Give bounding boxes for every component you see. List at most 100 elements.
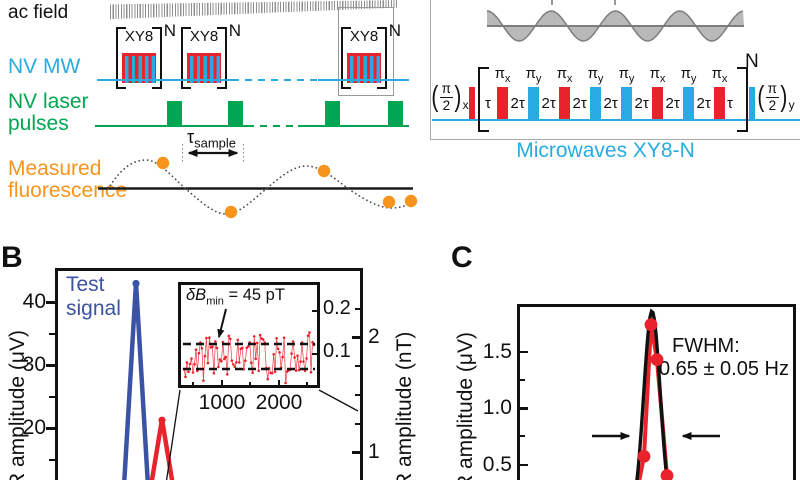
axis-tick	[352, 336, 360, 339]
delay-label: τ	[485, 95, 491, 112]
fluorescence-label: Measured fluorescence	[8, 157, 127, 202]
pi-pulse-label: πx	[649, 65, 666, 85]
noise-point	[309, 371, 313, 374]
delay-label: 2τ	[572, 95, 587, 112]
two: 2	[442, 97, 451, 113]
noise-point	[252, 335, 256, 338]
test-signal-line2: signal	[66, 297, 121, 321]
inset-y-tick-label: 0.2	[323, 297, 351, 319]
axis-tick	[520, 435, 525, 438]
pi-pulse-y	[683, 87, 694, 119]
inset-x-tick-label: 2000	[255, 391, 303, 414]
laser-baseline-dashed	[247, 125, 298, 128]
plot-frame-c	[517, 304, 796, 480]
laser-pulse	[167, 101, 182, 127]
xy8-exponent: N	[228, 21, 241, 40]
fluorescence-sample-dot	[317, 164, 331, 178]
axis-tick	[49, 332, 55, 335]
bracket-right-icon	[152, 27, 162, 89]
inset-x-tick	[278, 380, 280, 385]
pi-pulse-x	[652, 87, 663, 119]
axis-tick	[352, 451, 360, 454]
sequence-bracket-close	[737, 67, 748, 132]
noise-point	[281, 355, 284, 359]
fluorescence-sample-dot	[156, 156, 170, 170]
annotation-value: = 45 pT	[223, 286, 285, 304]
noise-point	[238, 361, 241, 364]
noise-point	[224, 355, 228, 359]
pi-pulse-y	[590, 87, 601, 119]
noise-point	[249, 361, 253, 364]
axis-tick	[355, 422, 360, 425]
mw-pulse-block	[347, 53, 381, 83]
noise-point	[205, 336, 208, 340]
pi-symbol: π	[765, 81, 779, 98]
fwhm-annotation-line2: 0.65 ± 0.05 Hz	[659, 358, 789, 380]
delay-label: 2τ	[665, 95, 680, 112]
xy8-exponent: N	[163, 21, 176, 40]
axis-tick	[520, 463, 528, 467]
nv-laser-label-line1: NV laser	[8, 90, 89, 113]
inset-noise-plot	[182, 308, 316, 385]
noise-point	[235, 361, 238, 364]
mw-baseline	[97, 78, 232, 81]
noise-point	[293, 356, 296, 359]
noise-point	[208, 336, 211, 339]
inset-annotation: δBmin = 45 pT	[186, 286, 285, 307]
sequence-panel-box	[430, 0, 800, 140]
pi-pulse-y	[528, 87, 539, 119]
pi-half-pulse-y	[749, 87, 755, 119]
noise-point	[215, 346, 219, 350]
noise-point	[270, 371, 274, 375]
y-tick-label: 40	[22, 290, 46, 313]
period-bracket-tick	[614, 0, 616, 5]
phase-subscript: y	[788, 98, 795, 112]
sequence-caption: Microwaves XY8-N	[516, 139, 695, 162]
noise-point	[257, 369, 260, 373]
noise-point	[273, 370, 277, 374]
paren: (	[431, 80, 439, 113]
xy8-group-label: XY8	[124, 28, 154, 45]
noise-point	[232, 363, 235, 366]
noise-point	[236, 338, 240, 342]
axis-tick	[520, 350, 528, 354]
y-tick-label: 1.5	[482, 340, 512, 363]
fluorescence-label-line1: Measured	[8, 157, 102, 180]
paren: (	[757, 80, 765, 113]
inset-x-tick	[221, 380, 223, 385]
noise-point	[229, 337, 232, 341]
tau-subscript: sample	[194, 135, 237, 151]
noise-point	[290, 352, 293, 355]
xy8-group-label: XY8	[189, 28, 219, 45]
laser-pulse	[325, 101, 340, 127]
xy8-exponent: N	[388, 21, 401, 40]
noise-point	[206, 361, 210, 365]
ac-field-label: ac field	[8, 2, 69, 23]
noise-point	[241, 346, 244, 350]
noise-point	[202, 379, 205, 382]
plot-frame-b	[55, 268, 363, 480]
paren: )	[454, 80, 462, 113]
noise-point	[200, 347, 204, 350]
bracket-right-icon	[377, 27, 387, 89]
noise-point	[226, 373, 229, 376]
mw-pulse-block	[187, 53, 221, 83]
inset-x-tick-minor	[249, 381, 251, 385]
pi-symbol: π	[439, 81, 453, 98]
fluorescence-sample-dot	[382, 195, 396, 209]
pi-pulse-label: πy	[525, 65, 542, 85]
sequence-baseline	[432, 118, 800, 121]
noise-point	[220, 360, 223, 363]
bracket-right-icon	[217, 27, 227, 89]
noise-point	[190, 357, 193, 360]
noise-point	[299, 360, 302, 363]
tau-symbol: τ	[187, 127, 195, 147]
y-tick-label: 1.0	[482, 396, 512, 419]
two: 2	[768, 97, 777, 113]
noise-point	[218, 358, 222, 361]
axis-tick	[520, 378, 525, 381]
fluorescence-sample-dot	[224, 205, 238, 219]
bracket-left-icon	[116, 27, 126, 89]
pi-pulse-x	[559, 87, 570, 119]
inset-y-tick	[312, 353, 317, 356]
